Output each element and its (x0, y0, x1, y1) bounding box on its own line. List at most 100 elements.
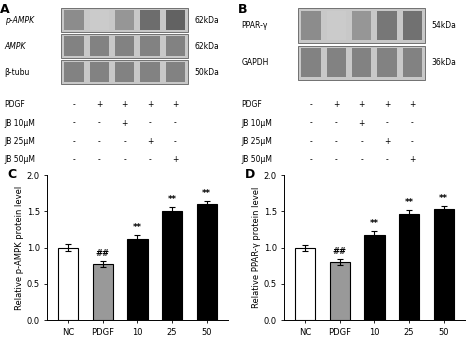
Text: 62kDa: 62kDa (194, 42, 219, 51)
Bar (62, 60, 188, 84)
Bar (64, 10, 84, 30)
Bar (327, 11, 346, 40)
Bar (90, 62, 109, 82)
Bar (62, 8, 188, 32)
Bar (165, 36, 185, 56)
Text: +: + (333, 100, 339, 110)
Text: -: - (411, 119, 414, 128)
Bar (301, 11, 321, 40)
Bar (140, 36, 160, 56)
Bar (64, 36, 84, 56)
Bar (299, 45, 425, 80)
Bar (330, 262, 350, 320)
Text: **: ** (133, 223, 142, 232)
Text: JB 10μM: JB 10μM (242, 119, 273, 128)
Bar (128, 239, 147, 320)
Text: -: - (385, 119, 388, 128)
Bar (58, 248, 78, 320)
Text: A: A (0, 3, 10, 17)
Text: -: - (148, 155, 151, 164)
Text: -: - (148, 119, 151, 128)
Bar (434, 209, 454, 320)
Text: ##: ## (333, 247, 347, 256)
Bar (162, 211, 182, 320)
Bar (301, 49, 321, 77)
Text: JB 50μM: JB 50μM (242, 155, 273, 164)
Text: -: - (411, 137, 414, 146)
Text: D: D (245, 168, 255, 181)
Text: -: - (360, 155, 363, 164)
Bar (327, 49, 346, 77)
Text: -: - (73, 100, 75, 110)
Text: AMPK: AMPK (5, 42, 26, 51)
Text: +: + (409, 155, 415, 164)
Text: +: + (409, 100, 415, 110)
Text: -: - (335, 119, 338, 128)
Text: 62kDa: 62kDa (194, 16, 219, 25)
Text: +: + (147, 137, 153, 146)
Bar (377, 11, 397, 40)
Text: 54kDa: 54kDa (431, 21, 456, 30)
Text: 36kDa: 36kDa (431, 58, 456, 67)
Text: -: - (310, 137, 312, 146)
Text: B: B (237, 3, 247, 17)
Y-axis label: Relative PPAR-γ protein level: Relative PPAR-γ protein level (252, 187, 261, 308)
Text: +: + (96, 100, 102, 110)
Bar (399, 214, 419, 320)
Text: JB 25μM: JB 25μM (242, 137, 273, 146)
Text: -: - (73, 155, 75, 164)
Text: +: + (358, 119, 365, 128)
Text: PPAR-γ: PPAR-γ (242, 21, 268, 30)
Text: PDGF: PDGF (242, 100, 263, 110)
Text: -: - (73, 119, 75, 128)
Text: **: ** (370, 219, 379, 228)
Bar (62, 34, 188, 58)
Text: -: - (310, 119, 312, 128)
Bar (377, 49, 397, 77)
Text: -: - (310, 155, 312, 164)
Text: p-AMPK: p-AMPK (5, 16, 34, 25)
Bar (165, 10, 185, 30)
Text: JB 50μM: JB 50μM (5, 155, 36, 164)
Text: -: - (98, 119, 101, 128)
Text: JB 10μM: JB 10μM (5, 119, 36, 128)
Bar (402, 11, 422, 40)
Text: +: + (147, 100, 153, 110)
Text: β-tubu: β-tubu (5, 68, 30, 77)
Text: +: + (172, 155, 178, 164)
Text: -: - (73, 137, 75, 146)
Text: -: - (123, 137, 126, 146)
Text: +: + (384, 100, 390, 110)
Text: -: - (174, 137, 177, 146)
Text: **: ** (202, 189, 211, 198)
Bar (365, 235, 384, 320)
Text: -: - (123, 155, 126, 164)
Text: +: + (121, 119, 128, 128)
Bar (352, 11, 371, 40)
Text: ##: ## (96, 249, 110, 258)
Bar (64, 62, 84, 82)
Text: -: - (174, 119, 177, 128)
Text: PDGF: PDGF (5, 100, 26, 110)
Bar (115, 10, 134, 30)
Text: +: + (121, 100, 128, 110)
Bar (115, 36, 134, 56)
Bar (352, 49, 371, 77)
Text: GAPDH: GAPDH (242, 58, 269, 67)
Bar (90, 10, 109, 30)
Text: +: + (358, 100, 365, 110)
Bar (140, 10, 160, 30)
Y-axis label: Relative p-AMPK protein level: Relative p-AMPK protein level (15, 186, 24, 310)
Text: **: ** (168, 195, 177, 204)
Text: -: - (360, 137, 363, 146)
Bar (140, 62, 160, 82)
Text: **: ** (405, 198, 414, 207)
Text: -: - (98, 137, 101, 146)
Text: -: - (335, 155, 338, 164)
Text: JB 25μM: JB 25μM (5, 137, 36, 146)
Text: -: - (98, 155, 101, 164)
Text: **: ** (439, 194, 448, 203)
Bar (402, 49, 422, 77)
Text: -: - (310, 100, 312, 110)
Text: -: - (335, 137, 338, 146)
